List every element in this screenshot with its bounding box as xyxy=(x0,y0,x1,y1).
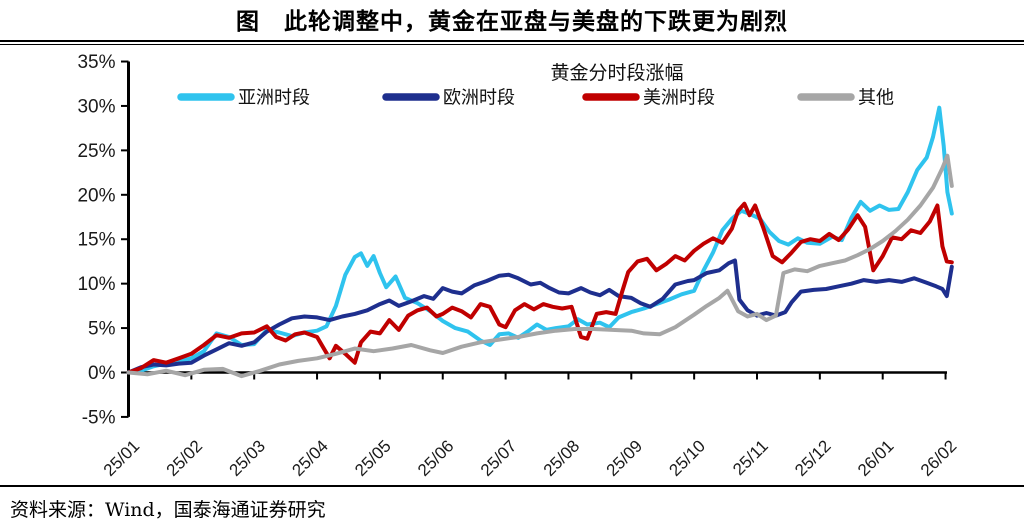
y-tick-label: 30% xyxy=(77,96,115,117)
x-tick-label: 26/02 xyxy=(917,436,961,480)
series-line-america xyxy=(126,201,954,375)
source-text: 资料来源：Wind，国泰海通证券研究 xyxy=(10,499,326,521)
x-tick-label: 25/09 xyxy=(603,436,647,480)
legend-label-asia: 亚洲时段 xyxy=(238,88,310,109)
y-tick-label: 5% xyxy=(88,319,116,340)
x-tick-label: 25/10 xyxy=(665,436,709,480)
x-tick-label: 25/02 xyxy=(163,436,207,480)
x-tick-label: 25/04 xyxy=(288,436,332,480)
bottom-divider-rule xyxy=(0,485,1024,487)
x-tick-label: 25/07 xyxy=(477,436,521,480)
x-tick-label: 25/01 xyxy=(100,436,144,480)
figure-title: 图 此轮调整中，黄金在亚盘与美盘的下跌更为剧烈 xyxy=(236,8,788,35)
series-line-other xyxy=(126,153,954,379)
y-tick-label: -5% xyxy=(82,407,116,428)
y-tick-label: 25% xyxy=(77,141,115,162)
legend-label-other: 其他 xyxy=(858,88,894,109)
series-line-europe xyxy=(126,258,954,375)
x-tick-label: 25/08 xyxy=(540,436,584,480)
x-tick-label: 26/01 xyxy=(854,436,898,480)
legend-label-europe: 欧洲时段 xyxy=(443,88,515,109)
x-tick-label: 25/06 xyxy=(414,436,458,480)
y-tick-label: 35% xyxy=(77,52,115,73)
x-tick-label: 25/05 xyxy=(351,436,395,480)
x-tick-label: 25/12 xyxy=(791,436,835,480)
y-tick-label: 20% xyxy=(77,185,115,206)
y-tick-label: 15% xyxy=(77,230,115,251)
y-tick-label: 0% xyxy=(88,363,116,384)
y-tick-label: 10% xyxy=(77,274,115,295)
x-tick-label: 25/03 xyxy=(226,436,270,480)
gold-session-line-chart: 35% 30% 25% 20% 15% 10% 5% 0% -5% 25/01 25/02 25/03… xyxy=(77,52,961,480)
legend-label-america: 美洲时段 xyxy=(643,88,715,109)
x-tick-label: 25/11 xyxy=(729,436,772,479)
title-divider-double-rule xyxy=(0,40,1024,45)
chart-title: 黄金分时段涨幅 xyxy=(550,62,683,84)
